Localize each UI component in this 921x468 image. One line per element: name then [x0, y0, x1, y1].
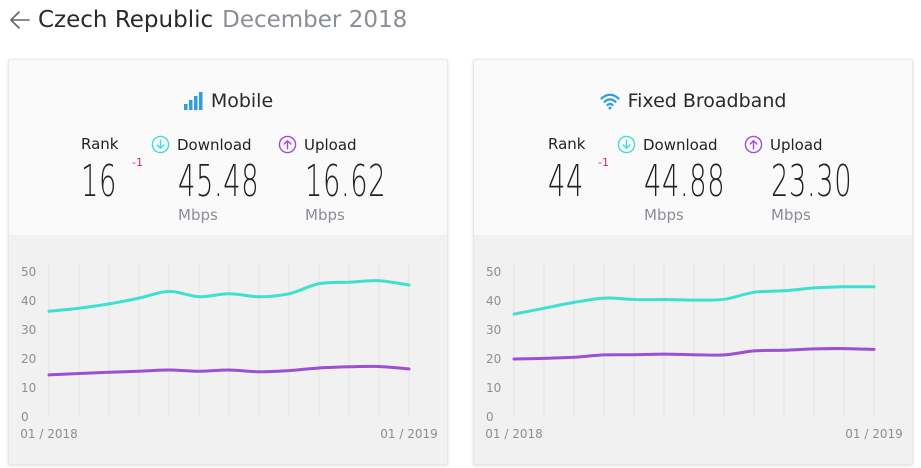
download-value: 44.88 [644, 156, 726, 207]
upload-label: Upload [278, 135, 357, 154]
y-tick-label: 0 [21, 410, 29, 424]
download-arrow-icon [617, 135, 636, 154]
y-tick-label: 30 [21, 323, 36, 337]
upload-value: 16.62 [305, 156, 387, 207]
speed-chart: 0 10 20 30 40 50 01 / 2018 01 / 2019 [20, 263, 438, 441]
page-title-date[interactable]: December 2018 [222, 7, 408, 33]
download-value: 45.48 [178, 156, 260, 207]
upload-series-line[interactable] [47, 364, 411, 377]
back-arrow-icon[interactable] [8, 8, 32, 32]
download-unit: Mbps [644, 206, 684, 224]
card-chart-area [9, 235, 447, 464]
upload-unit: Mbps [771, 206, 811, 224]
y-tick-label: 10 [21, 381, 36, 395]
upload-arrow-icon [278, 135, 297, 154]
card-title: Mobile [9, 90, 447, 112]
y-tick-label: 10 [486, 381, 501, 395]
upload-label: Upload [744, 135, 823, 154]
x-tick-label: 01 / 2018 [20, 427, 77, 441]
card-title: Fixed Broadband [474, 90, 912, 112]
wifi-icon [599, 93, 620, 110]
page-title-country: Czech Republic [38, 7, 214, 33]
y-tick-label: 30 [486, 323, 501, 337]
y-tick-label: 20 [486, 352, 501, 366]
fixed-broadband-card: Fixed Broadband Rank 44 -1 Download 44.8… [473, 59, 913, 465]
card-title-text: Mobile [210, 90, 274, 112]
rank-change: -1 [132, 156, 143, 169]
page-header: Czech Republic December 2018 [8, 6, 407, 34]
card-summary [474, 60, 912, 235]
x-tick-label: 01 / 2019 [845, 427, 902, 441]
rank-label: Rank [548, 135, 586, 153]
card-summary [9, 60, 447, 235]
rank-label: Rank [81, 135, 119, 153]
download-label: Download [151, 135, 252, 154]
upload-unit: Mbps [305, 206, 345, 224]
upload-series-line[interactable] [512, 347, 876, 361]
download-label: Download [617, 135, 718, 154]
download-series-line[interactable] [512, 285, 876, 316]
y-tick-label: 20 [21, 352, 36, 366]
upload-value: 23.30 [771, 156, 853, 207]
card-title-text: Fixed Broadband [627, 90, 787, 112]
y-tick-label: 40 [21, 294, 36, 308]
speed-chart: 0 10 20 30 40 50 01 / 2018 01 / 2019 [485, 263, 903, 441]
rank-value: 44 [548, 156, 584, 207]
upload-arrow-icon [744, 135, 763, 154]
rank-value: 16 [81, 156, 117, 207]
y-tick-label: 40 [486, 294, 501, 308]
y-tick-label: 50 [21, 265, 36, 279]
y-tick-label: 50 [486, 265, 501, 279]
rank-change: -1 [598, 156, 609, 169]
download-arrow-icon [151, 135, 170, 154]
download-series-line[interactable] [47, 279, 411, 313]
x-tick-label: 01 / 2018 [485, 427, 542, 441]
x-tick-label: 01 / 2019 [380, 427, 437, 441]
signal-bars-icon [183, 92, 203, 110]
download-unit: Mbps [178, 206, 218, 224]
mobile-card: Mobile Rank 16 -1 Download 45.48 Mbps Up… [8, 59, 448, 465]
y-tick-label: 0 [486, 410, 494, 424]
